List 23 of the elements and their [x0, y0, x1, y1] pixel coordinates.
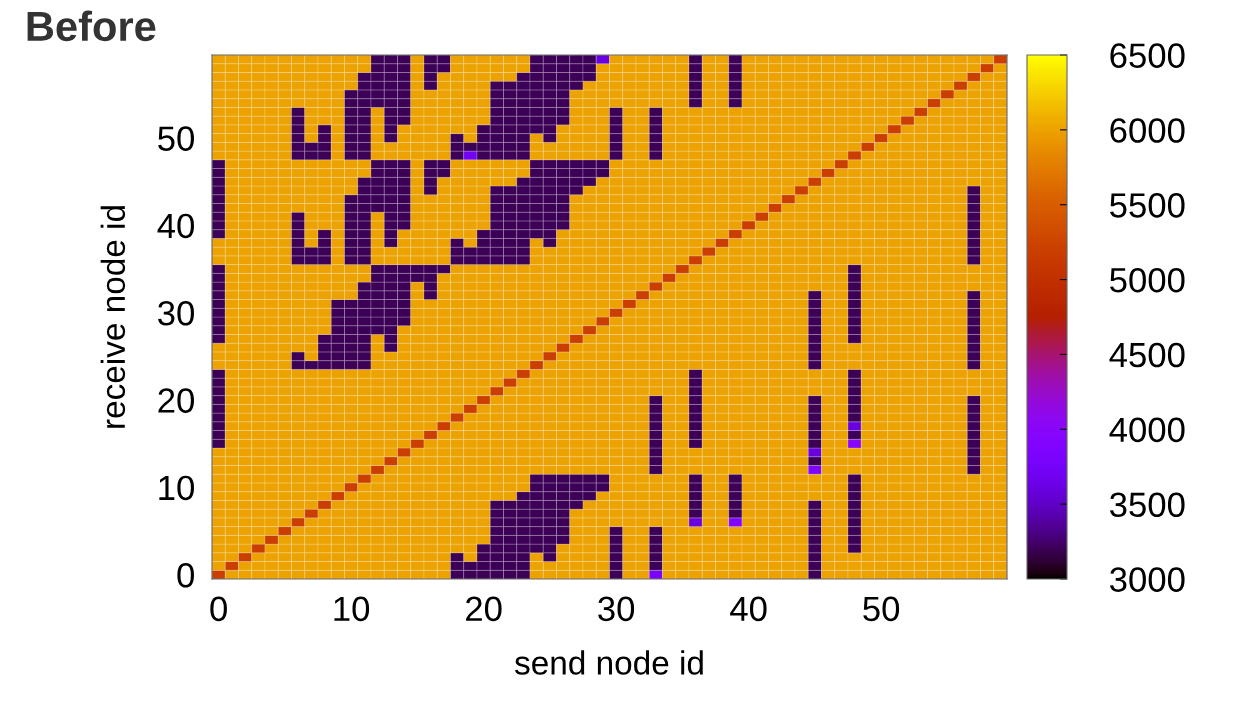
color-bar-label: 3000 [1109, 567, 1185, 592]
color-bar-label: 5000 [1110, 267, 1185, 293]
y-tick-label: 0 [177, 562, 194, 588]
x-tick-label: 40 [730, 596, 767, 622]
x-tick-label: 50 [863, 596, 900, 622]
color-bar-label: 6500 [1110, 43, 1185, 68]
color-bar-label: 5500 [1110, 193, 1185, 218]
color-bar-label: 6000 [1110, 118, 1185, 143]
color-bar-label: 3500 [1109, 492, 1185, 518]
x-tick-label: 20 [466, 596, 502, 622]
x-tick-label: 0 [210, 596, 227, 622]
y-tick-label: 10 [159, 475, 194, 501]
y-tick-label: 20 [158, 388, 194, 413]
text: Before [27, 10, 156, 42]
y-tick-label: 50 [158, 126, 194, 151]
y-axis-title: receive node id [100, 206, 126, 428]
x-tick-label: 30 [598, 596, 635, 622]
x-tick-label: 10 [334, 596, 370, 622]
color-bar-label: 4500 [1109, 342, 1185, 368]
x-axis-title: send node id [514, 650, 703, 675]
y-tick-label: 40 [157, 213, 194, 239]
y-tick-label: 30 [158, 300, 194, 326]
color-bar-label: 4000 [1109, 417, 1185, 443]
